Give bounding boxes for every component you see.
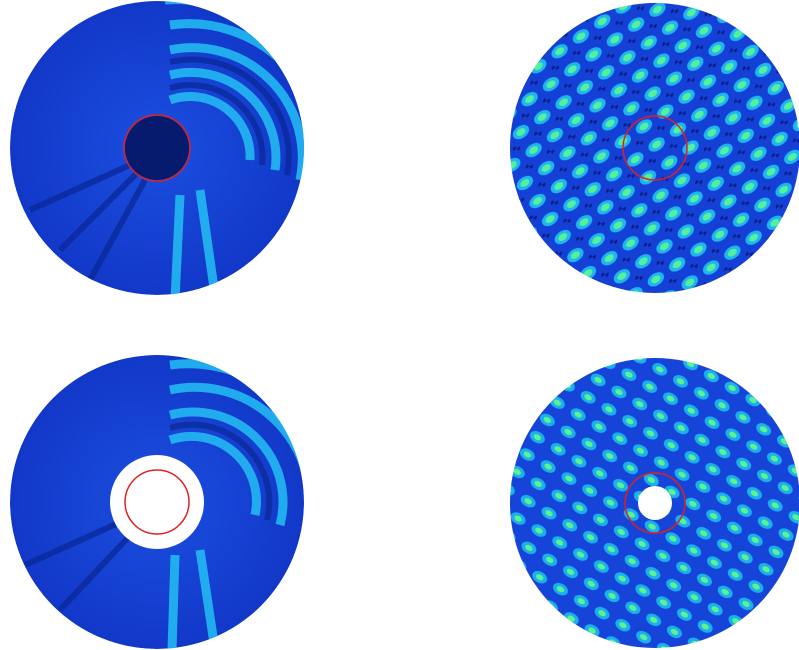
wave-troughs	[23, 421, 273, 613]
hole	[110, 455, 204, 549]
red-ring	[123, 114, 191, 182]
wave-troughs	[28, 56, 292, 282]
panel-bottom-right	[510, 358, 799, 648]
panel-bottom-left	[10, 355, 304, 649]
red-ring	[622, 115, 688, 181]
interference-pattern	[510, 3, 799, 293]
panel-top-left	[10, 1, 304, 295]
red-ring	[124, 469, 190, 535]
hole	[125, 116, 189, 180]
red-ring	[624, 472, 686, 534]
panel-top-right	[510, 3, 799, 293]
hole	[638, 486, 672, 520]
